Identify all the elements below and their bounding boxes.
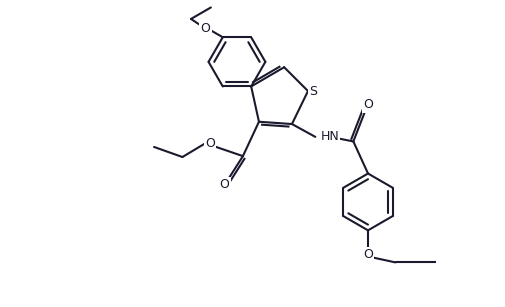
- Text: S: S: [309, 84, 317, 98]
- Text: HN: HN: [320, 130, 338, 143]
- Text: O: O: [363, 98, 373, 111]
- Text: O: O: [200, 21, 210, 35]
- Text: O: O: [363, 248, 372, 261]
- Text: O: O: [219, 178, 229, 192]
- Text: O: O: [205, 137, 215, 150]
